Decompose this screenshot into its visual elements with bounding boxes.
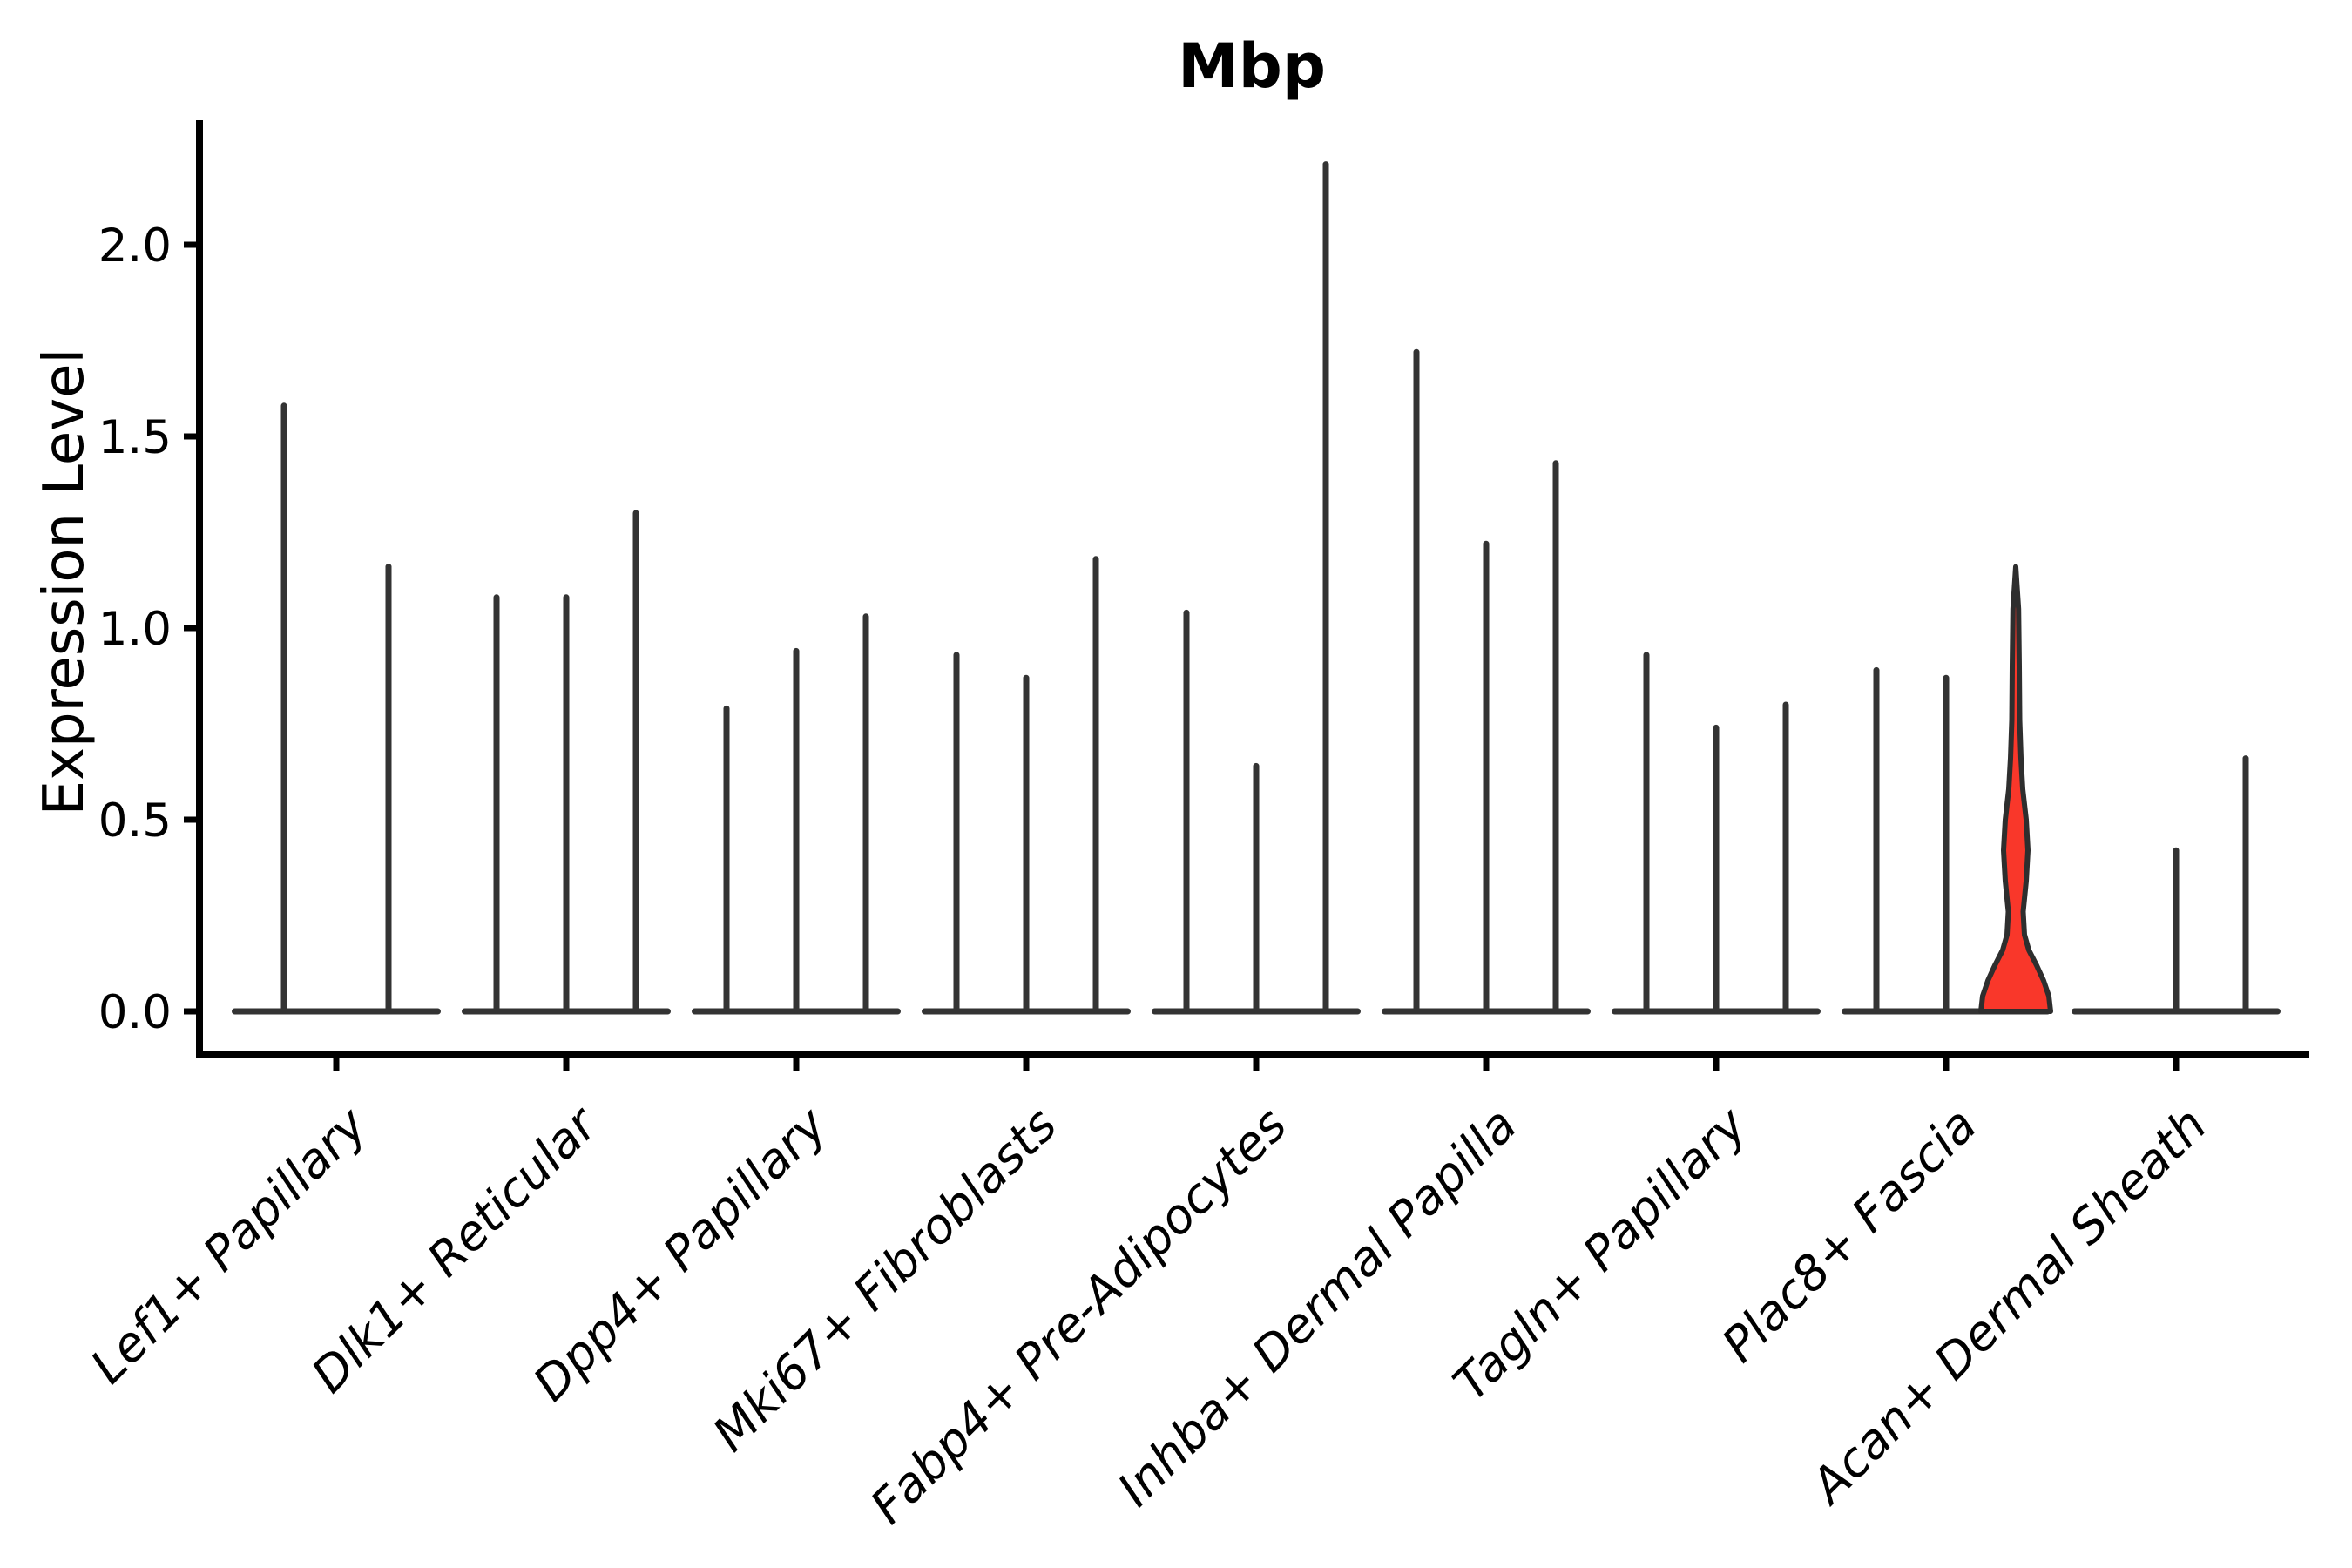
- y-axis-label: Expression Level: [32, 348, 97, 816]
- y-tick-label: 0.0: [98, 986, 172, 1039]
- y-tick-label: 1.5: [98, 411, 172, 464]
- x-tick-label: Acan+ Dermal Sheath: [1799, 1097, 2218, 1516]
- violin-base: [232, 1008, 441, 1015]
- y-tick-label: 2.0: [98, 220, 172, 273]
- chart-title: Mbp: [1178, 30, 1326, 102]
- y-tick-label: 1.0: [98, 603, 172, 656]
- x-tick-label: Inhba+ Dermal Papilla: [1107, 1097, 1527, 1517]
- highlight-violin: [1978, 564, 2053, 1014]
- y-tick-label: 0.5: [98, 794, 172, 848]
- x-tick-label: Fabp4+ Pre-Adipocytes: [860, 1097, 1297, 1534]
